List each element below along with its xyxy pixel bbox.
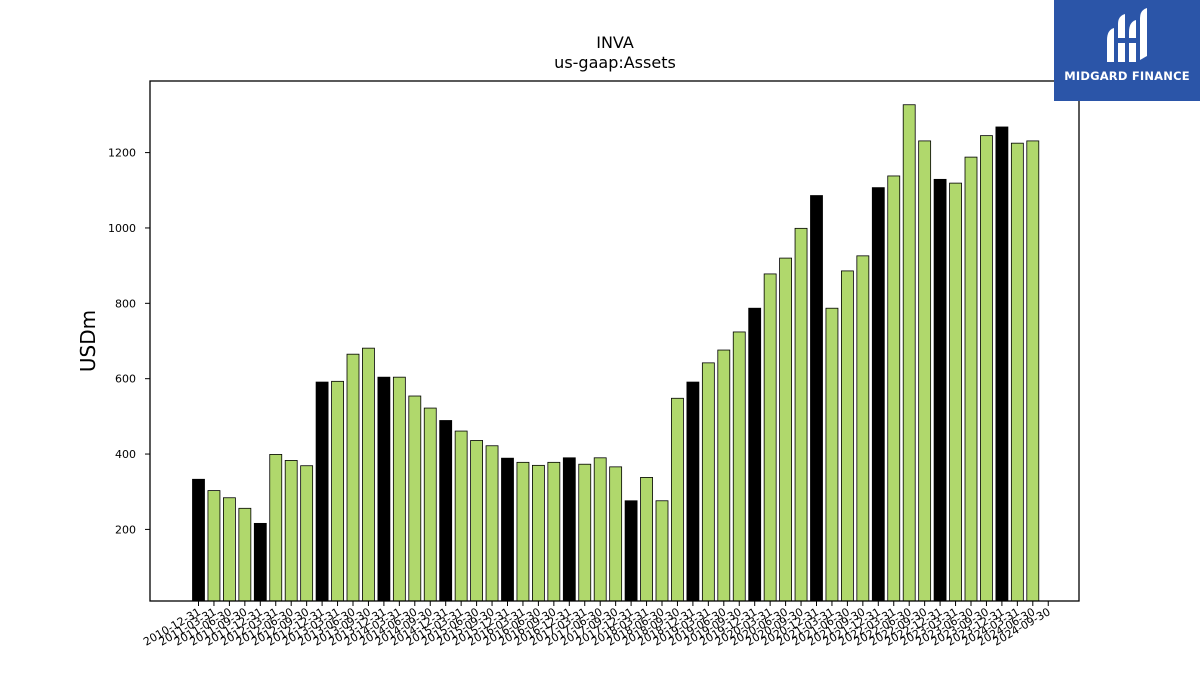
- bar-2024-06-30: [1026, 140, 1040, 602]
- bar-2019-03-31: [701, 362, 715, 602]
- bar-2013-06-30: [346, 353, 360, 602]
- bar-2021-12-31: [871, 187, 885, 602]
- y-axis-label: USDm: [76, 310, 100, 372]
- bar-2014-09-30: [423, 407, 437, 602]
- bar-2013-03-31: [331, 380, 344, 602]
- bar-2017-06-30: [593, 457, 607, 602]
- x-axis: 2010-12-312011-03-312011-06-302011-09-30…: [141, 601, 1053, 649]
- bar-2017-12-31: [624, 500, 638, 602]
- mh-logo-icon: [1107, 8, 1147, 62]
- bar-2014-03-31: [392, 376, 406, 602]
- bar-2018-03-31: [640, 477, 653, 602]
- bar-2020-09-30: [794, 227, 808, 602]
- bar-2016-12-31: [562, 457, 576, 602]
- bar-2022-09-30: [918, 140, 932, 602]
- bar-2013-09-30: [362, 347, 375, 602]
- logo-text: MIDGARD FINANCE: [1064, 69, 1190, 83]
- bar-2015-03-31: [454, 430, 468, 602]
- chart-subtitle: us-gaap:Assets: [554, 53, 676, 72]
- bar-2019-06-30: [717, 349, 731, 602]
- bar-2014-06-30: [408, 395, 422, 602]
- bars-group: [192, 104, 1040, 602]
- bar-2021-03-31: [825, 307, 839, 602]
- bar-2023-03-31: [949, 182, 962, 602]
- bar-2014-12-31: [439, 420, 453, 602]
- y-tick-label: 1000: [108, 222, 136, 235]
- bar-2011-06-30: [222, 497, 236, 602]
- bar-2019-09-30: [732, 331, 746, 602]
- bar-2017-09-30: [609, 466, 623, 602]
- bar-2013-12-31: [377, 376, 391, 602]
- bar-2018-06-30: [655, 500, 669, 602]
- bar-2022-03-31: [887, 175, 901, 602]
- bar-2022-12-31: [933, 178, 947, 602]
- bar-2021-06-30: [841, 270, 854, 602]
- bar-2016-06-30: [532, 464, 545, 602]
- y-tick-label: 1200: [108, 147, 136, 160]
- y-axis: 200 400 600 800 1000 1200: [108, 147, 150, 536]
- bar-2018-09-30: [671, 397, 684, 602]
- bar-2020-03-31: [763, 273, 777, 602]
- bar-2021-09-30: [856, 255, 870, 602]
- bar-2011-12-31: [253, 522, 267, 602]
- bar-2016-09-30: [547, 461, 561, 602]
- bar-2020-06-30: [779, 257, 792, 602]
- y-tick-label: 200: [115, 523, 136, 536]
- bar-2012-06-30: [284, 460, 298, 602]
- midgard-finance-logo: MIDGARD FINANCE: [1054, 0, 1200, 101]
- bar-2018-12-31: [686, 381, 700, 602]
- bar-2016-03-31: [516, 461, 530, 602]
- bar-2010-12-31: [192, 478, 205, 602]
- y-tick-label: 400: [115, 448, 136, 461]
- bar-2012-12-31: [315, 381, 329, 602]
- chart-title: INVA: [596, 33, 634, 52]
- bar-2015-09-30: [485, 445, 499, 602]
- y-tick-label: 600: [115, 373, 136, 386]
- bar-2020-12-31: [810, 195, 823, 602]
- bar-2023-09-30: [980, 135, 993, 602]
- bar-2017-03-31: [578, 463, 592, 602]
- bar-2015-06-30: [470, 440, 484, 602]
- bar-2011-03-31: [207, 490, 221, 602]
- bar-2012-03-31: [269, 454, 283, 602]
- bar-2022-06-30: [902, 104, 916, 602]
- bar-2015-12-31: [501, 457, 514, 602]
- bar-2024-03-31: [1010, 142, 1024, 602]
- bar-2012-09-30: [300, 465, 314, 602]
- bar-2019-12-31: [748, 307, 762, 602]
- plot-frame: [149, 80, 1080, 602]
- bar-2023-06-30: [964, 156, 978, 602]
- bar-2023-12-31: [995, 126, 1009, 602]
- y-tick-label: 800: [115, 297, 136, 310]
- bar-2011-09-30: [238, 507, 252, 602]
